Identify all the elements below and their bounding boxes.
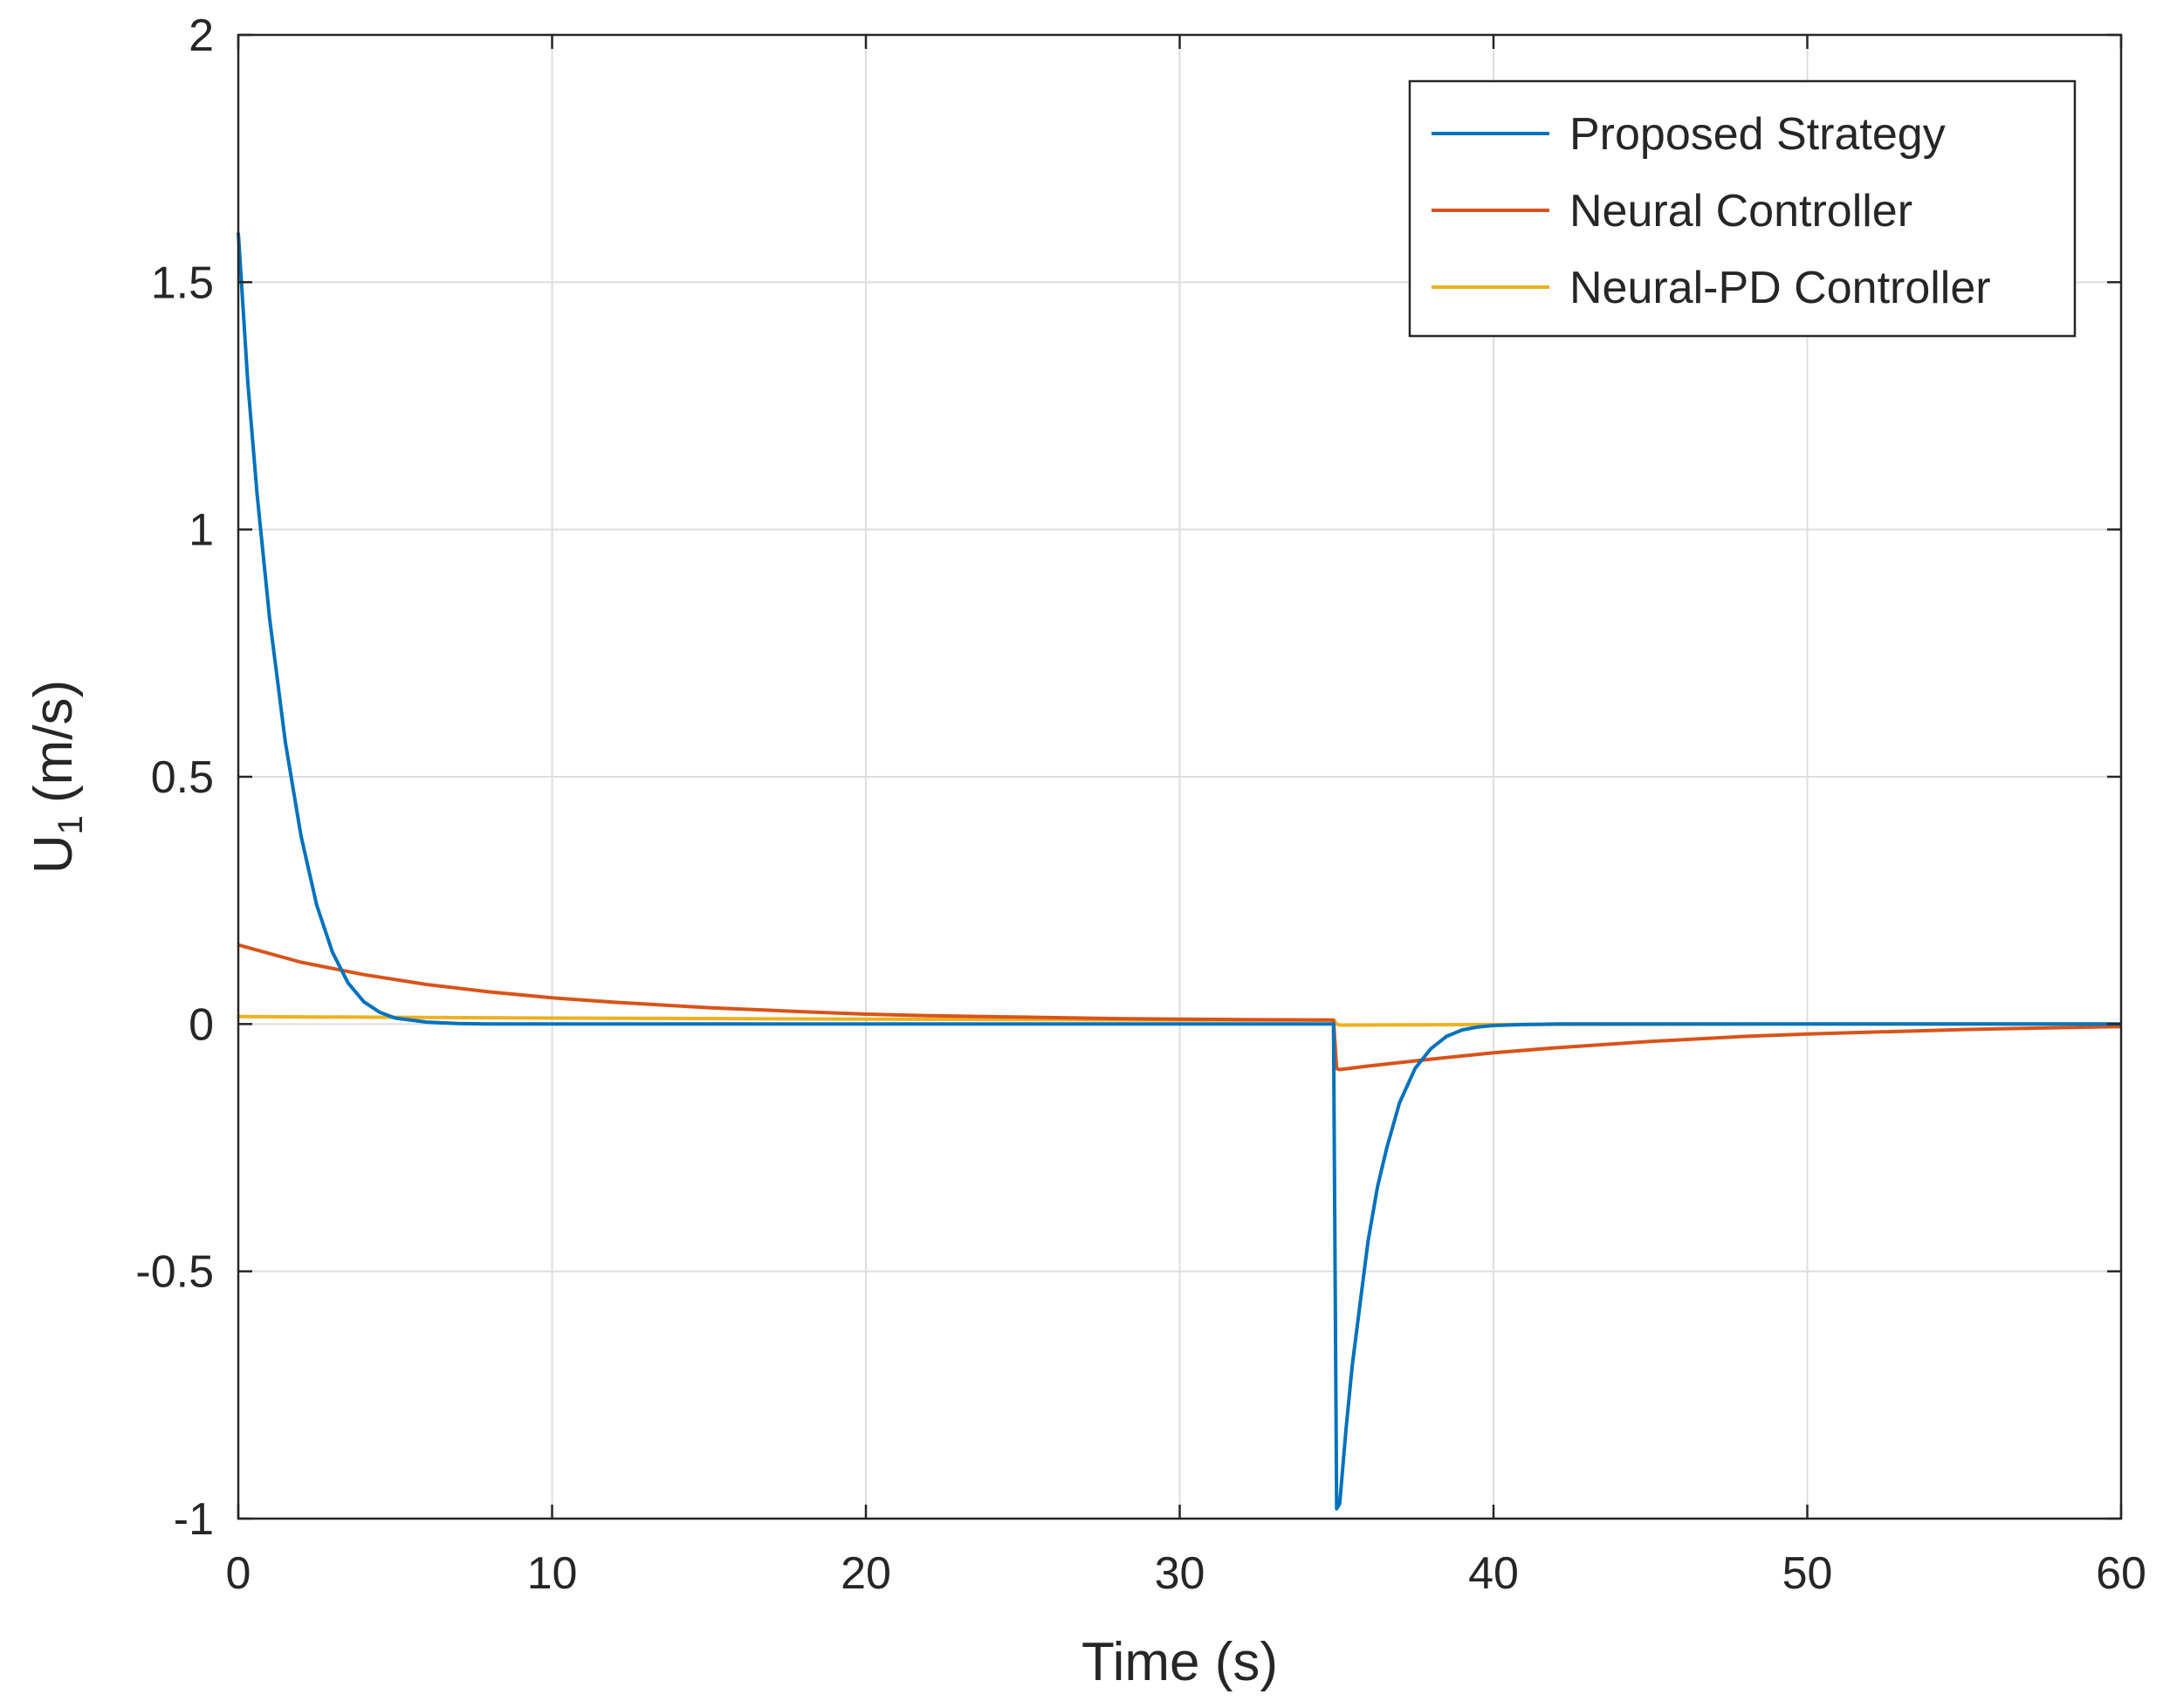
- x-tick-label: 30: [1155, 1548, 1205, 1599]
- y-axis-label-subscript: 1: [52, 815, 90, 834]
- y-tick-label: -1: [174, 1494, 214, 1545]
- x-tick-label: 10: [527, 1548, 578, 1599]
- legend: Proposed Strategy Neural Controller Neural…: [1408, 79, 2077, 338]
- y-axis-label-unit: (m/s): [24, 680, 84, 803]
- y-tick-label: 2: [189, 10, 214, 61]
- x-tick-label: 0: [226, 1548, 251, 1599]
- y-tick-label: 0: [189, 999, 214, 1050]
- series-line-proposed-strategy: [237, 232, 2121, 1511]
- legend-label: Neural-PD Controller: [1569, 263, 1991, 313]
- y-tick-label: 1: [189, 505, 214, 556]
- x-tick-label: 50: [1782, 1548, 1833, 1599]
- x-axis-label: Time (s): [1082, 1632, 1278, 1692]
- axis-ticks: 0 10 20 30 40 50 60 -1 -0.5 0 0.5 1 1.5 2: [135, 10, 2146, 1599]
- y-axis-label-main: U: [24, 834, 84, 874]
- y-axis-label: U1 (m/s): [24, 680, 90, 874]
- x-tick-label: 60: [2096, 1548, 2146, 1599]
- y-tick-label: 0.5: [151, 752, 214, 803]
- y-tick-label: 1.5: [151, 257, 214, 308]
- series-line-neural-controller: [237, 943, 2122, 1072]
- legend-label: Proposed Strategy: [1569, 109, 1946, 160]
- legend-label: Neural Controller: [1569, 186, 1912, 237]
- y-tick-label: -0.5: [135, 1247, 214, 1298]
- x-tick-label: 20: [841, 1548, 891, 1599]
- series-layer: [237, 232, 2122, 1511]
- x-tick-label: 40: [1468, 1548, 1519, 1599]
